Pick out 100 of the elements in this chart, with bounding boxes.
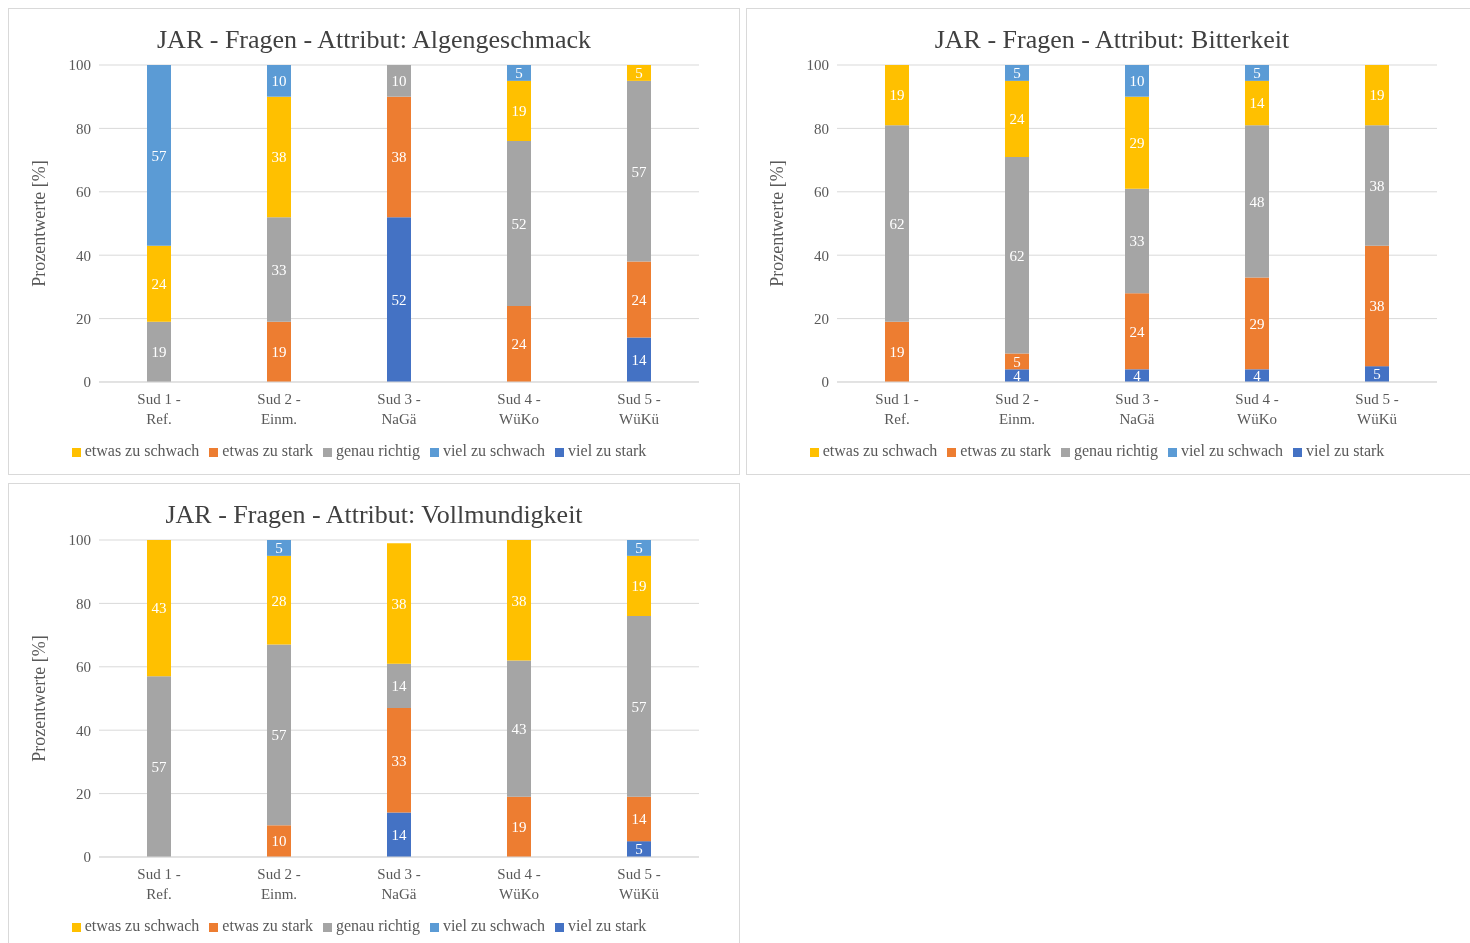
- data-label: 38: [511, 592, 527, 609]
- legend-label: viel zu schwach: [1180, 442, 1284, 459]
- x-tick-label: Sud 1 - Ref.: [875, 391, 919, 427]
- x-tick-label: Sud 5 - WüKü: [617, 866, 661, 902]
- data-label: 19: [511, 103, 527, 120]
- legend-label: etwas zu stark: [222, 442, 313, 459]
- data-label: 4: [1253, 367, 1262, 384]
- y-tick-label: 100: [806, 57, 829, 74]
- data-label: 19: [889, 87, 905, 104]
- data-label: 19: [631, 578, 647, 595]
- data-label: 19: [151, 344, 167, 361]
- x-tick-label: Sud 1 - Ref.: [137, 391, 181, 427]
- data-label: 38: [1369, 177, 1385, 194]
- bar: [885, 65, 909, 126]
- bar: [507, 80, 531, 142]
- data-label: 19: [511, 819, 527, 836]
- x-tick-label: Sud 2 - Einm.: [257, 866, 301, 902]
- x-tick-label: Sud 5 - WüKü: [617, 391, 661, 427]
- data-label: 29: [1249, 315, 1265, 332]
- bar: [507, 540, 531, 661]
- data-label: 14: [631, 352, 647, 369]
- bar: [387, 217, 411, 382]
- data-label: 43: [511, 720, 527, 737]
- bar: [885, 321, 909, 382]
- x-tick-label: Sud 1 - Ref.: [137, 866, 181, 902]
- chart-title: JAR - Fragen - Attribut: Vollmundigkeit: [164, 500, 584, 530]
- bar: [1125, 96, 1149, 189]
- data-label: 5: [275, 540, 283, 557]
- bar: [147, 540, 171, 677]
- bar: [627, 796, 651, 842]
- data-label: 19: [889, 344, 905, 361]
- bar: [627, 540, 651, 556]
- y-tick-label: 40: [814, 247, 829, 264]
- data-label: 10: [271, 833, 287, 850]
- data-label: 57: [151, 147, 167, 164]
- data-label: 57: [631, 698, 647, 715]
- data-label: 38: [391, 595, 407, 612]
- bar: [387, 812, 411, 857]
- bar: [387, 663, 411, 709]
- legend-label: viel zu stark: [568, 442, 647, 459]
- bar: [507, 796, 531, 857]
- y-tick-label: 20: [814, 310, 829, 327]
- bar: [1365, 245, 1389, 367]
- data-label: 52: [391, 291, 407, 308]
- bar: [1005, 80, 1029, 157]
- bar: [627, 80, 651, 262]
- bar: [1245, 80, 1269, 126]
- bar: [267, 217, 291, 322]
- bar: [267, 540, 291, 556]
- x-tick-label: Sud 3 - NaGä: [1115, 391, 1159, 427]
- bar: [1005, 65, 1029, 81]
- data-label: 5: [1253, 65, 1261, 82]
- y-tick-label: 100: [68, 57, 91, 74]
- bar: [147, 245, 171, 322]
- legend-label: viel zu schwach: [442, 442, 546, 459]
- y-tick-label: 0: [83, 849, 91, 866]
- bar: [1245, 65, 1269, 81]
- data-label: 24: [151, 276, 167, 293]
- bar: [387, 708, 411, 813]
- legend-label: etwas zu schwach: [822, 442, 938, 459]
- data-label: 33: [271, 261, 287, 278]
- data-label: 33: [1129, 233, 1145, 250]
- data-label: 5: [515, 65, 523, 82]
- data-label: 62: [1009, 247, 1025, 264]
- bar: [885, 125, 909, 322]
- data-label: 14: [1249, 95, 1265, 112]
- y-tick-label: 80: [814, 120, 829, 137]
- y-tick-label: 60: [814, 184, 829, 201]
- data-label: 52: [511, 215, 527, 232]
- bar: [1365, 65, 1389, 126]
- bar: [627, 337, 651, 382]
- y-tick-label: 60: [76, 659, 91, 676]
- y-tick-label: 20: [76, 785, 91, 802]
- data-label: 19: [271, 344, 287, 361]
- y-tick-label: 20: [76, 310, 91, 327]
- bar: [627, 65, 651, 81]
- data-label: 38: [391, 149, 407, 166]
- data-label: 28: [271, 592, 287, 609]
- y-tick-label: 80: [76, 595, 91, 612]
- bar: [267, 65, 291, 97]
- y-tick-label: 40: [76, 247, 91, 264]
- data-label: 5: [1013, 65, 1021, 82]
- data-label: 19: [1369, 87, 1385, 104]
- y-axis-title: Prozentwerte [%]: [29, 160, 50, 287]
- y-axis-title: Prozentwerte [%]: [29, 635, 50, 762]
- legend-label: genau richtig: [335, 917, 420, 934]
- data-label: 14: [631, 811, 647, 828]
- data-label: 10: [391, 73, 407, 90]
- bar: [1245, 125, 1269, 278]
- data-label: 48: [1249, 193, 1265, 210]
- x-tick-label: Sud 4 - WüKo: [497, 866, 541, 902]
- bar: [267, 555, 291, 645]
- x-tick-label: Sud 4 - WüKo: [497, 391, 541, 427]
- chart-title: JAR - Fragen - Attribut: Bitterkeit: [933, 25, 1291, 55]
- y-tick-label: 40: [76, 722, 91, 739]
- data-label: 24: [511, 336, 527, 353]
- bar: [267, 96, 291, 218]
- data-label: 38: [1369, 298, 1385, 315]
- bar: [267, 644, 291, 826]
- y-tick-label: 100: [68, 532, 91, 549]
